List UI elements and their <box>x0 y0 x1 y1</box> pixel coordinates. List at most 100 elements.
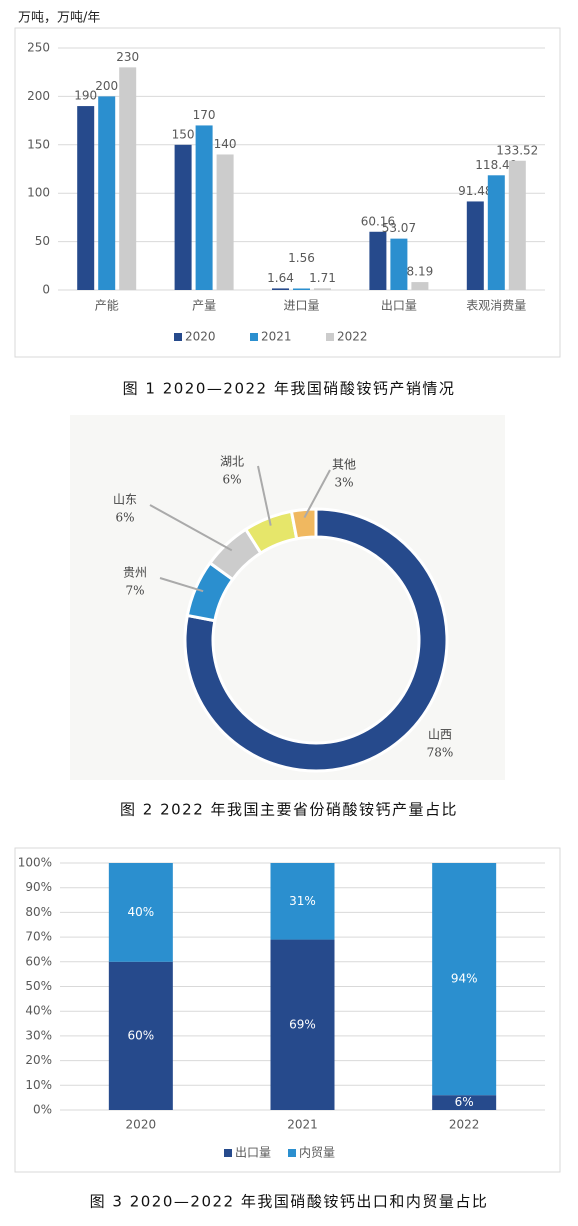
x-tick-label: 2022 <box>449 1118 480 1132</box>
data-label: 31% <box>289 894 316 908</box>
category-label: 山西 <box>428 728 452 742</box>
data-label: 69% <box>289 1017 316 1031</box>
data-label: 190 <box>74 89 97 103</box>
data-label: 133.52 <box>496 143 538 157</box>
x-tick-label: 2021 <box>287 1118 318 1132</box>
x-tick-label: 产能 <box>95 299 119 313</box>
y-tick-label: 40% <box>25 1004 52 1018</box>
legend-label: 2022 <box>337 330 368 344</box>
legend-swatch <box>250 333 258 341</box>
y-tick-label: 250 <box>27 41 50 55</box>
legend-swatch <box>326 333 334 341</box>
category-label: 湖北 <box>220 454 244 469</box>
data-label: 53.07 <box>382 221 416 235</box>
y-tick-label: 50% <box>25 979 52 993</box>
bar-segment <box>432 863 497 1096</box>
x-tick-label: 2020 <box>126 1118 157 1132</box>
y-tick-label: 200 <box>27 89 50 103</box>
data-label: 170 <box>193 108 216 122</box>
data-label: 60% <box>127 1028 154 1042</box>
bar <box>390 238 408 290</box>
data-label: 6% <box>455 1095 474 1109</box>
y-tick-label: 80% <box>25 905 52 919</box>
y-tick-label: 30% <box>25 1028 52 1042</box>
legend-label: 2020 <box>185 330 216 344</box>
data-label: 140 <box>214 137 237 151</box>
bar <box>369 231 387 290</box>
leader-line <box>149 504 233 552</box>
category-label: 其他 <box>332 458 356 472</box>
y-tick-label: 0% <box>33 1103 52 1117</box>
chart-frame <box>14 847 561 1173</box>
y-tick-label: 100 <box>27 186 50 200</box>
legend-label: 2021 <box>261 330 292 344</box>
x-tick-label: 出口量 <box>381 299 417 313</box>
y-tick-label: 100% <box>18 856 52 870</box>
figure-caption: 图 2 2022 年我国主要省份硝酸铵钙产量占比 <box>120 801 458 819</box>
bar <box>174 144 192 290</box>
bar <box>466 201 484 290</box>
bar <box>119 67 137 290</box>
y-tick-label: 70% <box>25 930 52 944</box>
data-label: 200 <box>95 79 118 93</box>
bar <box>272 288 289 290</box>
data-label: 1.56 <box>288 251 315 265</box>
y-tick-label: 20% <box>25 1053 52 1067</box>
bar-segment <box>432 1095 497 1110</box>
bar <box>487 175 505 290</box>
donut-segment <box>183 507 449 773</box>
data-label: 118.49 <box>475 158 517 172</box>
value-label: 3% <box>334 476 353 490</box>
leader-line <box>303 469 331 519</box>
legend-swatch <box>288 1149 296 1157</box>
figure-caption: 图 3 2020—2022 年我国硝酸铵钙出口和内贸量占比 <box>90 1193 489 1211</box>
bar <box>508 160 526 290</box>
bar <box>98 96 116 291</box>
y-tick-label: 50 <box>35 234 50 248</box>
data-label: 1.71 <box>309 271 336 285</box>
data-label: 1.64 <box>267 271 294 285</box>
bar <box>77 106 95 290</box>
category-label: 山东 <box>113 493 137 507</box>
bar <box>216 154 234 290</box>
figure-caption: 图 1 2020—2022 年我国硝酸铵钙产销情况 <box>123 380 456 398</box>
legend-swatch <box>224 1149 232 1157</box>
y-tick-label: 10% <box>25 1078 52 1092</box>
legend-label: 出口量 <box>235 1146 271 1160</box>
data-label: 94% <box>451 972 478 986</box>
x-tick-label: 进口量 <box>283 299 319 313</box>
donut-segment <box>289 507 318 541</box>
leader-line <box>257 465 272 526</box>
leader-line <box>159 577 204 593</box>
legend-label: 内贸量 <box>299 1146 335 1160</box>
data-label: 60.16 <box>361 214 395 228</box>
y-tick-label: 0 <box>42 283 50 297</box>
bar <box>411 282 429 290</box>
bar-segment <box>108 961 173 1110</box>
y-tick-label: 60% <box>25 954 52 968</box>
bar <box>314 288 331 290</box>
unit-label: 万吨，万吨/年 <box>18 11 100 26</box>
value-label: 6% <box>115 511 134 525</box>
x-tick-label: 产量 <box>192 299 216 313</box>
y-tick-label: 150 <box>27 137 50 151</box>
y-tick-label: 90% <box>25 880 52 894</box>
data-label: 8.19 <box>407 265 434 279</box>
category-label: 贵州 <box>123 566 147 580</box>
data-label: 40% <box>127 905 154 919</box>
value-label: 7% <box>125 584 144 598</box>
x-tick-label: 表观消费量 <box>466 299 526 313</box>
data-label: 230 <box>116 50 139 64</box>
legend-swatch <box>174 333 182 341</box>
bar-segment <box>270 939 335 1110</box>
value-label: 78% <box>427 746 454 760</box>
chart-frame <box>14 27 561 358</box>
bar <box>293 288 310 290</box>
bar <box>195 125 213 290</box>
bar-segment <box>108 863 173 962</box>
bar-segment <box>270 863 335 940</box>
data-label: 91.48 <box>458 184 492 198</box>
value-label: 6% <box>222 473 241 487</box>
data-label: 150 <box>172 127 195 141</box>
